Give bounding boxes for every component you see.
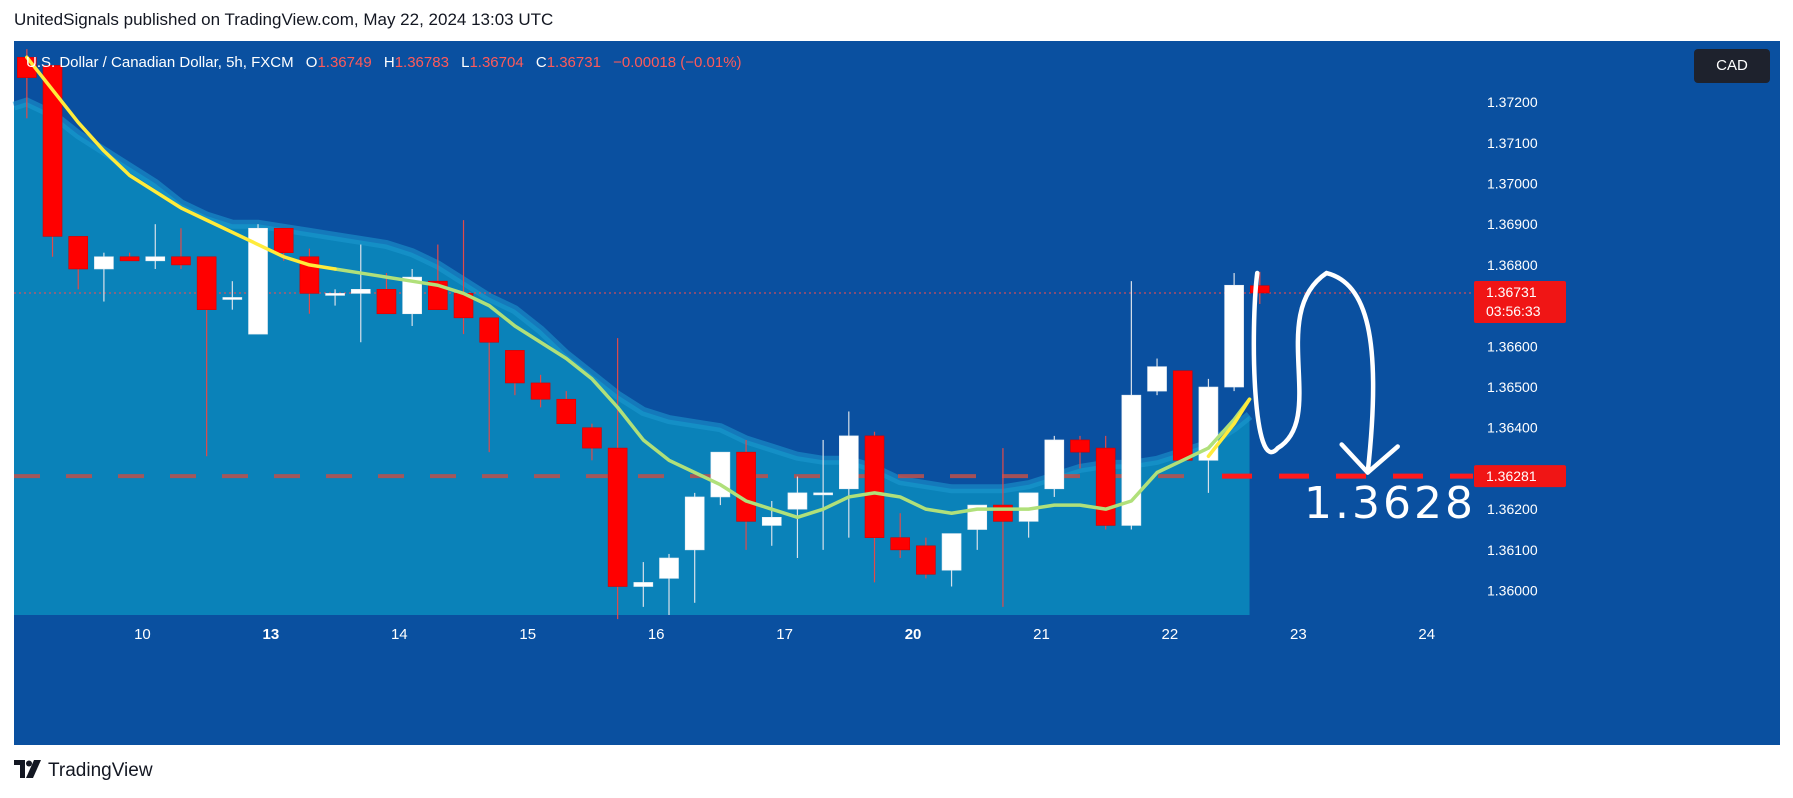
price-tick-label: 1.37000: [1487, 175, 1538, 191]
time-tick-label: 14: [391, 626, 408, 643]
candle-body: [1250, 285, 1270, 294]
candle-body: [171, 256, 191, 266]
candle-body: [273, 227, 294, 253]
current-price-tag: [1474, 280, 1566, 323]
candle-body: [479, 317, 500, 343]
price-tick-label: 1.36900: [1487, 216, 1538, 232]
candle-body: [556, 398, 577, 424]
candle-body: [582, 427, 602, 449]
time-tick-label: 24: [1418, 626, 1435, 643]
candle-body: [1121, 394, 1142, 526]
candle-body: [376, 289, 397, 315]
open-label: O: [305, 54, 318, 71]
price-tick-label: 1.37100: [1487, 135, 1538, 151]
low-value: 1.36704: [469, 54, 524, 71]
candle-body: [916, 545, 936, 575]
price-tick-label: 1.36600: [1487, 338, 1538, 354]
candle-body: [761, 516, 782, 526]
candle-body: [1070, 439, 1090, 453]
close-value: 1.36731: [546, 54, 601, 71]
time-tick-label: 22: [1162, 626, 1179, 643]
time-tick-label: 13: [263, 626, 280, 643]
tradingview-brand[interactable]: TradingView: [14, 760, 153, 786]
projection-arrowhead-icon: [1339, 442, 1400, 475]
candle-body: [736, 451, 756, 522]
time-tick-label: 15: [519, 626, 536, 643]
close-label: C: [535, 54, 547, 71]
candle-body: [42, 65, 63, 237]
candle-body: [248, 227, 268, 335]
candle-body: [864, 435, 885, 538]
open-value: 1.36749: [317, 54, 372, 71]
candle-body: [68, 236, 89, 270]
candle-body: [350, 289, 371, 294]
candle-body: [94, 256, 114, 270]
candle-body: [633, 582, 654, 587]
price-tick-label: 1.36800: [1487, 257, 1538, 273]
ohlc-legend: U.S. Dollar / Canadian Dollar, 5h, FXCM …: [26, 54, 742, 71]
price-tick-label: 1.36200: [1487, 501, 1538, 517]
candle-body: [684, 496, 705, 551]
candle-body: [813, 492, 833, 496]
candle-body: [607, 447, 628, 587]
currency-button[interactable]: CAD: [1694, 49, 1770, 83]
candle-body: [1044, 439, 1065, 490]
time-tick-label: 10: [134, 626, 151, 643]
candle-body: [1224, 284, 1244, 388]
candle-body: [402, 276, 422, 315]
price-axis-background: [1473, 41, 1567, 652]
candle-body: [890, 537, 910, 551]
level-price-label: 1.36281: [1486, 468, 1537, 484]
candle-body: [941, 533, 962, 571]
right-margin: [1567, 41, 1780, 652]
candle-body: [196, 256, 217, 310]
candle-body: [1095, 447, 1116, 526]
candle-body: [787, 492, 808, 510]
candle-body: [222, 297, 243, 300]
time-tick-label: 17: [776, 626, 793, 643]
candle-body: [659, 557, 679, 579]
countdown-label: 03:56:33: [1486, 303, 1541, 319]
time-tick-label: 23: [1290, 626, 1307, 643]
candle-body: [505, 350, 525, 384]
published-by-caption: UnitedSignals published on TradingView.c…: [14, 10, 554, 29]
area-fill: [14, 102, 1250, 615]
candle-body: [1172, 370, 1193, 461]
level-annotation: 1.3628: [1304, 478, 1476, 529]
time-tick-label: 21: [1033, 626, 1050, 643]
moving-average-green: [333, 267, 1252, 520]
projection-arrow-path: [1251, 270, 1376, 475]
price-tick-label: 1.36500: [1487, 379, 1538, 395]
candle-body: [325, 293, 345, 296]
low-label: L: [461, 54, 470, 71]
candle-body: [839, 435, 859, 490]
candle-body: [119, 256, 140, 262]
time-tick-label: 16: [648, 626, 665, 643]
price-tick-label: 1.36400: [1487, 420, 1538, 436]
change-value: −0.00018 (−0.01%): [613, 54, 742, 71]
high-value: 1.36783: [394, 54, 449, 71]
candle-body: [1147, 366, 1167, 392]
price-tick-label: 1.37200: [1487, 94, 1538, 110]
moving-average-yellow: [25, 55, 337, 271]
price-tick-label: 1.36100: [1487, 542, 1538, 558]
high-label: H: [383, 54, 395, 71]
candle-body: [530, 382, 551, 400]
tradingview-logo-icon: [14, 760, 41, 778]
symbol-title: U.S. Dollar / Canadian Dollar, 5h, FXCM: [26, 54, 294, 71]
time-tick-label: 20: [905, 626, 922, 643]
brand-name: TradingView: [48, 760, 153, 781]
candle-body: [145, 256, 166, 262]
level-price-tag: [1474, 465, 1566, 488]
current-price-label: 1.36731: [1486, 284, 1537, 300]
moving-average-yellow-tail: [1206, 397, 1252, 458]
price-tick-label: 1.36000: [1487, 583, 1538, 599]
